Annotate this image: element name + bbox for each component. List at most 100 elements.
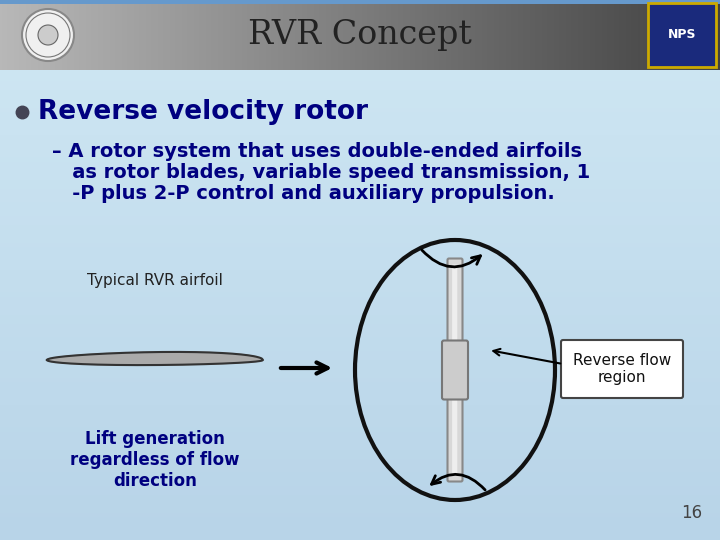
Bar xyxy=(122,4,126,70)
Bar xyxy=(0,427,720,428)
Bar xyxy=(653,4,656,70)
Bar xyxy=(631,4,634,70)
Bar xyxy=(0,370,720,371)
Bar xyxy=(0,519,720,520)
Bar xyxy=(0,315,720,316)
Bar xyxy=(410,4,414,70)
Bar xyxy=(0,179,720,180)
Bar xyxy=(513,4,517,70)
Bar xyxy=(14,4,18,70)
Bar xyxy=(0,30,720,31)
Bar xyxy=(0,498,720,499)
Bar xyxy=(0,375,720,376)
Bar xyxy=(0,44,720,45)
Bar xyxy=(0,127,720,128)
Bar xyxy=(0,511,720,512)
Bar xyxy=(574,4,577,70)
Bar xyxy=(0,75,720,76)
Bar xyxy=(0,39,720,40)
Bar xyxy=(646,4,649,70)
Bar xyxy=(233,4,236,70)
Bar xyxy=(0,388,720,389)
Bar xyxy=(0,371,720,372)
Bar xyxy=(485,4,488,70)
Bar xyxy=(300,4,303,70)
Bar xyxy=(0,500,720,501)
Bar xyxy=(612,4,616,70)
Bar xyxy=(0,401,720,402)
Bar xyxy=(0,340,720,341)
Bar xyxy=(562,4,565,70)
Bar xyxy=(0,243,720,244)
Bar xyxy=(0,304,720,305)
Bar xyxy=(0,190,720,191)
Bar xyxy=(540,4,544,70)
Bar xyxy=(312,4,315,70)
Bar xyxy=(333,4,337,70)
Bar xyxy=(0,131,720,132)
Bar xyxy=(0,107,720,108)
Bar xyxy=(0,184,720,185)
Bar xyxy=(0,393,720,394)
Bar xyxy=(0,538,720,539)
Bar xyxy=(0,263,720,264)
Bar xyxy=(497,4,500,70)
Bar xyxy=(634,4,637,70)
Bar xyxy=(0,293,720,294)
Bar xyxy=(0,324,720,325)
Bar xyxy=(0,489,720,490)
Bar xyxy=(0,331,720,332)
Bar xyxy=(0,421,720,422)
Bar xyxy=(0,32,720,33)
Bar xyxy=(639,4,642,70)
Bar xyxy=(158,4,162,70)
Bar xyxy=(0,355,720,356)
Bar xyxy=(0,120,720,121)
Bar xyxy=(0,278,720,279)
Bar xyxy=(468,4,472,70)
Bar xyxy=(718,4,720,70)
Bar xyxy=(0,494,720,495)
Bar xyxy=(0,251,720,252)
Bar xyxy=(636,4,639,70)
Bar xyxy=(0,23,720,24)
Bar xyxy=(281,4,284,70)
Bar xyxy=(264,4,267,70)
Bar xyxy=(0,135,720,136)
Bar xyxy=(0,276,720,277)
Bar xyxy=(250,4,253,70)
Bar xyxy=(0,319,720,320)
Bar xyxy=(0,161,720,162)
Bar xyxy=(0,93,720,94)
Bar xyxy=(0,48,720,49)
Bar xyxy=(0,302,720,303)
Bar xyxy=(0,268,720,269)
Text: 16: 16 xyxy=(681,504,702,522)
Bar xyxy=(621,4,625,70)
Bar xyxy=(0,300,720,301)
Bar xyxy=(0,213,720,214)
Bar xyxy=(0,215,720,216)
Bar xyxy=(0,140,720,141)
Bar xyxy=(245,4,248,70)
Bar xyxy=(0,260,720,261)
Bar xyxy=(0,403,720,404)
Bar xyxy=(0,415,720,416)
Bar xyxy=(0,4,4,70)
Bar xyxy=(0,34,720,35)
Bar xyxy=(0,376,720,377)
Bar xyxy=(0,405,720,406)
Bar xyxy=(0,5,720,6)
Bar xyxy=(0,42,720,43)
Bar xyxy=(0,266,720,267)
Bar xyxy=(0,77,720,78)
Bar xyxy=(0,286,720,287)
Bar xyxy=(0,230,720,231)
Bar xyxy=(0,517,720,518)
Bar xyxy=(583,4,587,70)
Bar xyxy=(0,147,720,148)
Bar xyxy=(0,115,720,116)
Bar xyxy=(603,4,606,70)
Bar xyxy=(307,4,310,70)
Bar xyxy=(0,25,720,26)
